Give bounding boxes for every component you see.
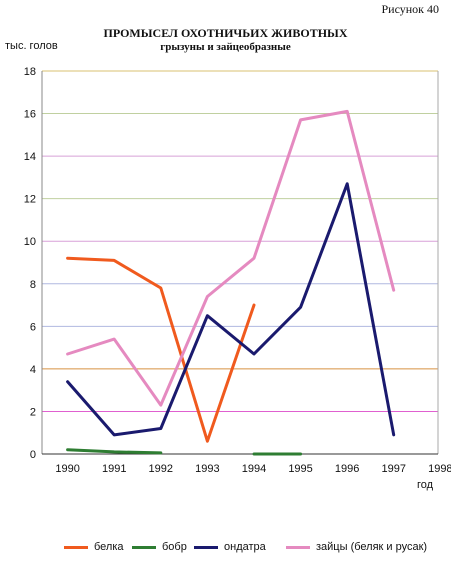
legend-item: бобр	[132, 541, 187, 553]
x-tick-label: 1993	[195, 463, 219, 475]
series-line-белка	[66, 256, 256, 443]
y-tick-label: 8	[30, 279, 36, 291]
y-tick-label: 14	[24, 151, 36, 163]
y-tick-label: 6	[30, 321, 36, 333]
tick-labels: 0 2 4 6 8 10 12 14 16 18 1990 1991 1992 1993 1994 1995 1…	[24, 66, 451, 475]
x-tick-label: 1994	[242, 463, 266, 475]
series-line-зайцы	[66, 109, 396, 407]
legend-swatch	[194, 545, 218, 549]
series-lines	[66, 109, 396, 456]
y-tick-label: 4	[30, 364, 36, 376]
x-axis-label: год	[417, 479, 434, 491]
x-tick-label: 1997	[381, 463, 405, 475]
legend-label: ондатра	[224, 541, 266, 553]
x-tick-label: 1991	[102, 463, 126, 475]
figure-label: Рисунок 40	[381, 2, 439, 16]
series-line-ондатра	[66, 182, 396, 437]
legend-label: белка	[94, 541, 124, 553]
x-tick-label: 1995	[288, 463, 312, 475]
legend-label: зайцы (беляк и русак)	[316, 541, 428, 553]
y-tick-label: 10	[24, 236, 36, 248]
legend-item: ондатра	[194, 541, 266, 553]
x-tick-label: 1998	[428, 463, 451, 475]
chart-subtitle: грызуны и зайцеобразные	[160, 41, 291, 53]
chart-title: ПРОМЫСЕЛ ОХОТНИЧЬИХ ЖИВОТНЫХ	[103, 26, 348, 40]
y-axis-label: тыс. голов	[5, 40, 58, 52]
y-tick-label: 2	[30, 406, 36, 418]
x-tick-label: 1990	[55, 463, 79, 475]
legend-label: бобр	[162, 541, 187, 553]
legend-swatch	[132, 545, 156, 549]
y-tick-label: 0	[30, 449, 36, 461]
legend-swatch	[286, 545, 310, 549]
series-line-бобр	[66, 448, 163, 455]
x-tick-label: 1996	[335, 463, 359, 475]
legend: белка бобр ондатра зайцы (беляк и русак)	[64, 541, 444, 561]
y-tick-label: 18	[24, 66, 36, 78]
x-tick-label: 1992	[149, 463, 173, 475]
gridlines	[42, 70, 438, 412]
legend-item: зайцы (беляк и русак)	[286, 541, 427, 553]
y-tick-label: 12	[24, 194, 36, 206]
y-tick-label: 16	[24, 109, 36, 121]
axes	[41, 71, 439, 455]
legend-swatch	[64, 545, 88, 549]
legend-item: белка	[64, 541, 124, 553]
